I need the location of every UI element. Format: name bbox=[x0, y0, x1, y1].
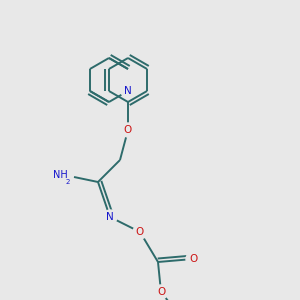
Circle shape bbox=[45, 167, 65, 187]
Circle shape bbox=[121, 84, 135, 98]
Text: O: O bbox=[136, 227, 144, 237]
Circle shape bbox=[121, 123, 135, 137]
Circle shape bbox=[103, 210, 117, 224]
Text: 2: 2 bbox=[66, 179, 70, 185]
Circle shape bbox=[186, 252, 200, 266]
Text: N: N bbox=[106, 212, 114, 222]
Text: O: O bbox=[157, 287, 165, 297]
Text: O: O bbox=[189, 254, 197, 264]
Circle shape bbox=[154, 285, 168, 299]
Text: N: N bbox=[124, 86, 132, 96]
Circle shape bbox=[133, 225, 147, 239]
Text: O: O bbox=[124, 125, 132, 135]
Text: NH: NH bbox=[52, 170, 68, 180]
